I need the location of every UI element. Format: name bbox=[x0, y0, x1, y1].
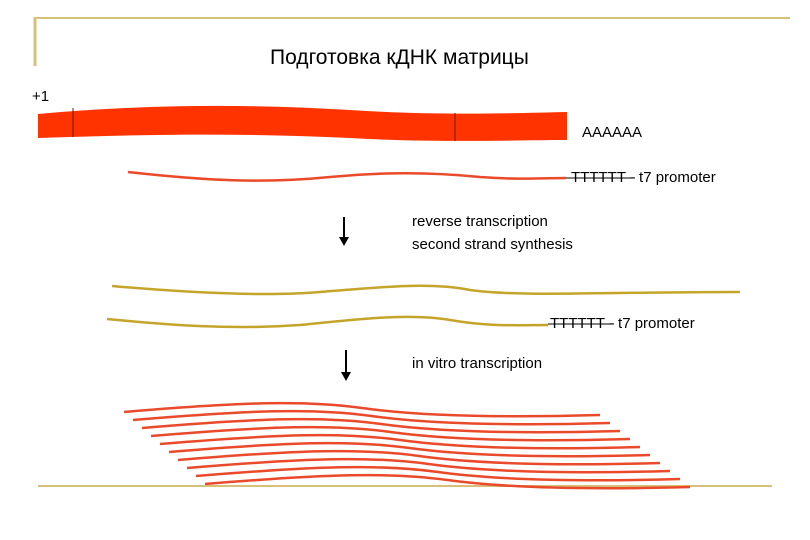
down-arrow-icon bbox=[341, 350, 351, 381]
transcript-strand bbox=[204, 473, 691, 490]
transcript-strand bbox=[195, 465, 681, 482]
down-arrow-icon bbox=[339, 217, 349, 246]
cdna-strand-top bbox=[111, 284, 741, 296]
step1-line2-label: second strand synthesis bbox=[412, 236, 573, 253]
first-strand bbox=[127, 170, 567, 182]
start-marker-label: +1 bbox=[32, 88, 50, 105]
oligo-dt-t7-label-2: TTTTTT - t7 promoter bbox=[550, 315, 695, 332]
transcript-strand bbox=[168, 441, 651, 458]
oligo-dt-t7-label-1: TTTTTT - t7 promoter bbox=[571, 169, 716, 186]
transcript-strand bbox=[123, 401, 601, 418]
cdna-strand-bottom bbox=[106, 315, 549, 329]
polya-tail-label: AAAAAA bbox=[582, 124, 643, 141]
transcript-strand bbox=[132, 409, 611, 426]
transcript-strand bbox=[159, 433, 641, 450]
mrna-band bbox=[38, 105, 567, 141]
transcript-strand bbox=[150, 425, 631, 442]
step2-label: in vitro transcription bbox=[412, 355, 543, 372]
transcript-strand bbox=[186, 457, 671, 474]
transcript-strand bbox=[177, 449, 661, 466]
transcripts-group bbox=[123, 401, 691, 490]
slide-title: Подготовка кДНК матрицы bbox=[270, 46, 529, 69]
transcript-strand bbox=[141, 417, 621, 434]
step1-line1-label: reverse transcription bbox=[412, 213, 548, 230]
